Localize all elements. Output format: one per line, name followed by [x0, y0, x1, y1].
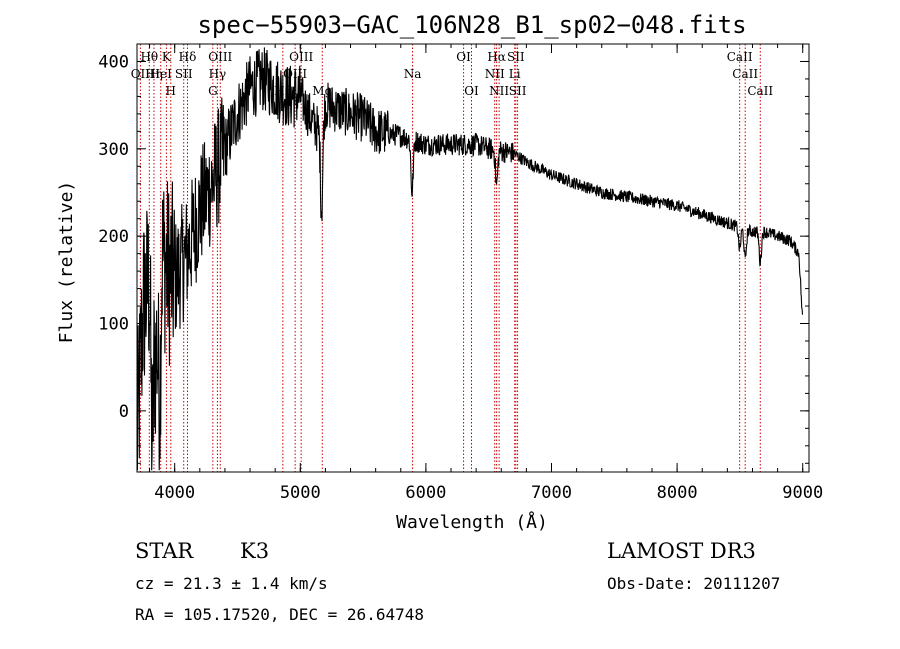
y-axis-label: Flux (relative)	[56, 181, 77, 344]
line-label: OII	[131, 67, 151, 81]
line-label: Li	[509, 67, 521, 81]
line-label: H	[166, 84, 176, 98]
line-label: SII	[175, 67, 193, 81]
object-subclass: K3	[240, 539, 269, 563]
observation-date: Obs-Date: 20111207	[607, 574, 780, 593]
emission-line-markers	[139, 44, 761, 472]
line-label: Hγ	[209, 67, 227, 81]
y-tick-label: 300	[98, 140, 129, 160]
line-label: OI	[456, 50, 471, 64]
y-tick-label: 100	[98, 315, 129, 335]
redshift-value: cz = 21.3 ± 1.4 km/s	[135, 574, 328, 593]
line-label: OIII	[289, 50, 313, 64]
x-tick-label: 6000	[405, 483, 446, 503]
emission-line-labels: OIIHθHηHeIKHSIIHδGHγOIIIHβOIIIOIIIMgNaOI…	[131, 50, 774, 98]
object-class: STAR	[135, 539, 194, 563]
x-tick-label: 4000	[154, 483, 195, 503]
line-label: OI	[464, 84, 479, 98]
line-label: NII	[489, 84, 509, 98]
line-label: G	[208, 84, 218, 98]
line-label: CaII	[732, 67, 758, 81]
y-tick-label: 200	[98, 227, 129, 247]
survey-name: LAMOST DR3	[607, 539, 756, 563]
x-tick-label: 9000	[782, 483, 823, 503]
line-label: OIII	[208, 50, 232, 64]
line-label: NII	[485, 67, 505, 81]
plot-frame	[136, 43, 810, 473]
line-label: Na	[404, 67, 422, 81]
line-label: Hδ	[179, 50, 197, 64]
spectrum-line	[136, 47, 804, 471]
x-axis-label: Wavelength (Å)	[396, 511, 548, 533]
line-label: Hθ	[140, 50, 158, 64]
chart-title: spec−55903−GAC_106N28_B1_sp02−048.fits	[197, 11, 746, 39]
x-tick-label: 7000	[531, 483, 572, 503]
line-label: SII	[509, 84, 527, 98]
x-tick-label: 5000	[280, 483, 321, 503]
line-label: CaII	[727, 50, 753, 64]
line-label: HeI	[150, 67, 173, 81]
x-tick-label: 8000	[657, 483, 698, 503]
line-label: Hη	[145, 67, 163, 81]
y-tick-label: 400	[98, 52, 129, 72]
coordinates: RA = 105.17520, DEC = 26.64748	[135, 605, 424, 624]
y-axis-ticks: 0 100 200 300 400	[98, 43, 809, 464]
x-axis-ticks: 4000 5000 6000 7000 8000 9000	[149, 44, 823, 503]
line-label: Hα	[487, 50, 506, 64]
y-tick-label: 0	[119, 402, 129, 422]
line-label: K	[162, 50, 172, 64]
line-label: CaII	[747, 84, 773, 98]
line-label: SII	[507, 50, 525, 64]
